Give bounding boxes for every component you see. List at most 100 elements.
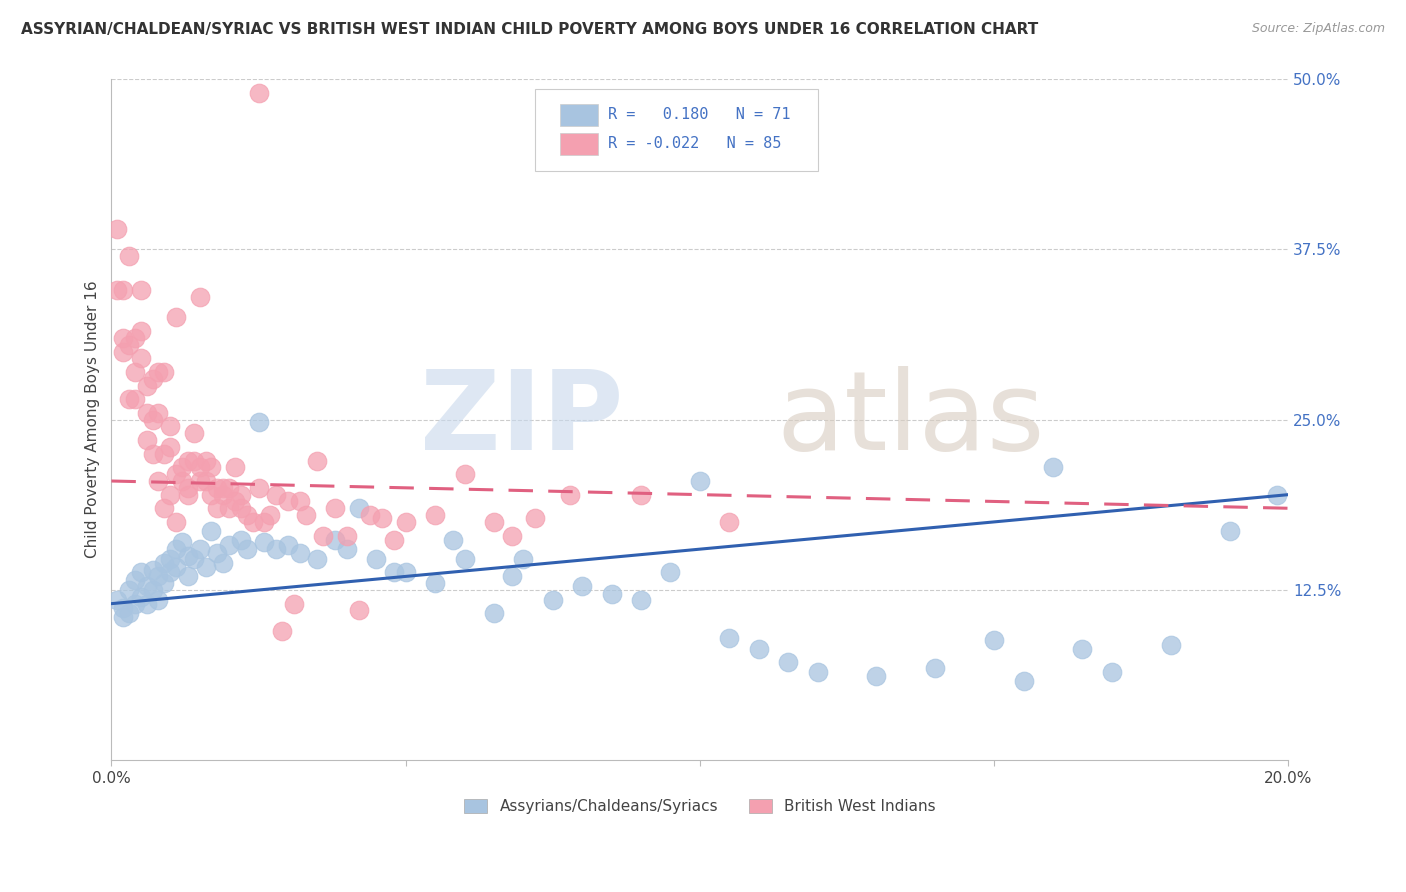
Point — [188, 290, 211, 304]
Point — [165, 467, 187, 482]
Point — [142, 372, 165, 386]
Point — [177, 549, 200, 563]
Point — [630, 592, 652, 607]
Point — [129, 566, 152, 580]
Point — [124, 574, 146, 588]
Point — [347, 603, 370, 617]
Point — [271, 624, 294, 638]
Point — [307, 453, 329, 467]
Point — [148, 569, 170, 583]
Point — [159, 551, 181, 566]
Point — [153, 447, 176, 461]
Point — [924, 661, 946, 675]
Point — [807, 665, 830, 679]
Point — [170, 535, 193, 549]
Point — [224, 494, 246, 508]
Point — [718, 515, 741, 529]
Point — [560, 488, 582, 502]
Point — [194, 559, 217, 574]
Point — [229, 488, 252, 502]
Point — [441, 533, 464, 547]
Point — [218, 501, 240, 516]
Point — [247, 416, 270, 430]
Point — [142, 563, 165, 577]
Point — [277, 494, 299, 508]
Point — [307, 551, 329, 566]
Point — [453, 551, 475, 566]
Point — [159, 419, 181, 434]
Point — [224, 460, 246, 475]
Point — [170, 460, 193, 475]
Text: ASSYRIAN/CHALDEAN/SYRIAC VS BRITISH WEST INDIAN CHILD POVERTY AMONG BOYS UNDER 1: ASSYRIAN/CHALDEAN/SYRIAC VS BRITISH WEST… — [21, 22, 1039, 37]
Point — [118, 606, 141, 620]
Point — [200, 488, 222, 502]
Point — [277, 538, 299, 552]
Text: atlas: atlas — [776, 367, 1045, 473]
Point — [212, 481, 235, 495]
Point — [865, 669, 887, 683]
Point — [177, 488, 200, 502]
Point — [142, 447, 165, 461]
Point — [336, 528, 359, 542]
Point — [112, 283, 135, 297]
Point — [288, 546, 311, 560]
Point — [129, 590, 152, 604]
Point — [124, 597, 146, 611]
Point — [112, 344, 135, 359]
Point — [135, 579, 157, 593]
Point — [236, 508, 259, 522]
Point — [253, 515, 276, 529]
Point — [218, 538, 240, 552]
Point — [423, 576, 446, 591]
Point — [1042, 460, 1064, 475]
Point — [124, 331, 146, 345]
Point — [148, 592, 170, 607]
Point — [153, 501, 176, 516]
Point — [718, 631, 741, 645]
Point — [264, 488, 287, 502]
Point — [118, 582, 141, 597]
Point — [1265, 488, 1288, 502]
Point — [165, 559, 187, 574]
Point — [177, 481, 200, 495]
Text: ZIP: ZIP — [420, 367, 623, 473]
Point — [229, 533, 252, 547]
Point — [524, 510, 547, 524]
Point — [170, 474, 193, 488]
Point — [659, 566, 682, 580]
Point — [177, 453, 200, 467]
Point — [129, 324, 152, 338]
Point — [188, 460, 211, 475]
Point — [153, 556, 176, 570]
Point — [188, 542, 211, 557]
Point — [148, 365, 170, 379]
Point — [453, 467, 475, 482]
Point — [482, 515, 505, 529]
Point — [288, 494, 311, 508]
Point — [183, 426, 205, 441]
Point — [105, 283, 128, 297]
Point — [159, 566, 181, 580]
Point — [194, 453, 217, 467]
Point — [159, 488, 181, 502]
Legend: Assyrians/Chaldeans/Syriacs, British West Indians: Assyrians/Chaldeans/Syriacs, British Wes… — [464, 799, 935, 814]
Point — [142, 412, 165, 426]
Point — [1101, 665, 1123, 679]
Point — [124, 392, 146, 407]
Point — [395, 515, 418, 529]
Point — [105, 222, 128, 236]
Point — [148, 474, 170, 488]
Point — [159, 440, 181, 454]
Point — [689, 474, 711, 488]
FancyBboxPatch shape — [560, 104, 598, 126]
Point — [366, 551, 388, 566]
Point — [395, 566, 418, 580]
Point — [630, 488, 652, 502]
Point — [177, 569, 200, 583]
Point — [778, 655, 800, 669]
Point — [112, 610, 135, 624]
Point — [153, 576, 176, 591]
Point — [148, 406, 170, 420]
Point — [323, 501, 346, 516]
Point — [1012, 674, 1035, 689]
